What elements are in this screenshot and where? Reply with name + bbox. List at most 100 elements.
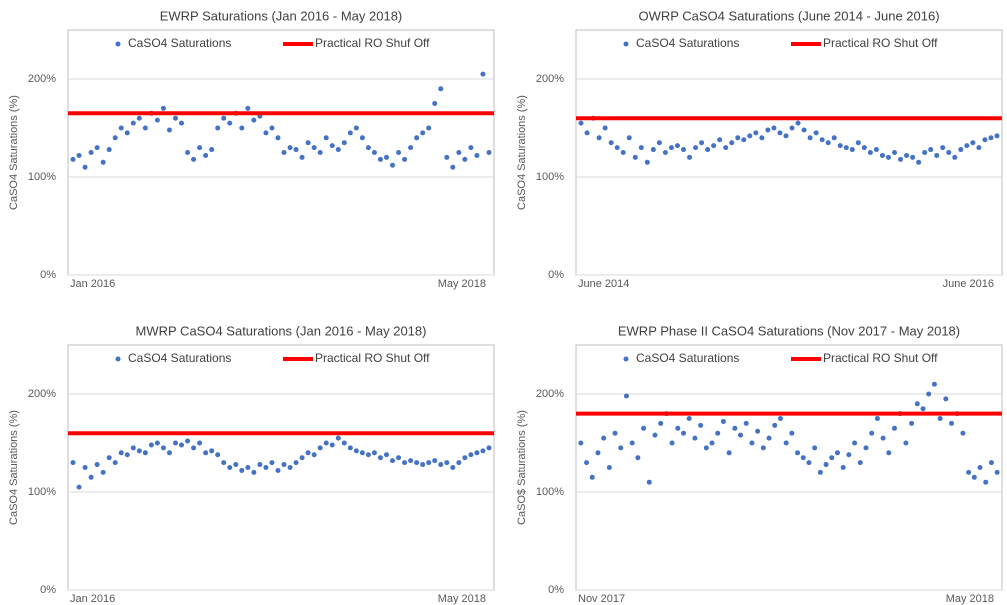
data-point bbox=[173, 440, 178, 446]
data-point bbox=[983, 479, 989, 485]
data-point bbox=[715, 430, 721, 436]
data-point bbox=[934, 152, 940, 158]
data-point bbox=[960, 430, 966, 436]
data-point bbox=[681, 430, 686, 436]
data-point bbox=[76, 152, 82, 158]
data-point bbox=[711, 143, 717, 149]
data-point bbox=[937, 416, 943, 421]
data-point bbox=[970, 140, 976, 146]
data-point bbox=[823, 462, 829, 468]
data-point bbox=[813, 130, 819, 136]
data-point bbox=[743, 420, 749, 426]
y-axis-label: CaSO4 Saturations (%) bbox=[8, 95, 20, 210]
data-point bbox=[753, 130, 759, 136]
data-point bbox=[812, 445, 818, 451]
data-point bbox=[693, 145, 699, 151]
data-point bbox=[456, 460, 462, 466]
data-point bbox=[179, 442, 185, 448]
data-point bbox=[916, 159, 922, 165]
data-point bbox=[578, 440, 584, 446]
data-point bbox=[432, 458, 438, 464]
data-point bbox=[765, 127, 771, 133]
x-tick-label: Jan 2016 bbox=[70, 278, 115, 290]
data-point bbox=[904, 152, 910, 158]
data-point bbox=[994, 133, 1000, 139]
data-point bbox=[735, 135, 741, 141]
data-point bbox=[130, 120, 136, 126]
data-point bbox=[480, 448, 486, 454]
data-point bbox=[766, 435, 772, 441]
data-point bbox=[964, 143, 970, 149]
data-point bbox=[311, 452, 317, 458]
data-point bbox=[943, 396, 949, 402]
data-point bbox=[88, 150, 94, 155]
legend-swatch bbox=[115, 41, 121, 47]
data-point bbox=[831, 135, 837, 141]
data-point bbox=[869, 430, 875, 436]
data-point bbox=[239, 125, 245, 131]
data-point bbox=[191, 156, 197, 162]
data-point bbox=[185, 438, 191, 444]
data-point bbox=[106, 147, 112, 153]
data-point bbox=[909, 420, 915, 426]
y-tick-label: 100% bbox=[28, 486, 56, 498]
data-point bbox=[281, 150, 287, 155]
data-point bbox=[329, 143, 335, 149]
y-tick-label: 200% bbox=[28, 388, 56, 400]
data-point bbox=[474, 450, 480, 456]
data-point bbox=[450, 164, 456, 170]
data-point bbox=[275, 135, 281, 141]
x-tick-label: Nov 2017 bbox=[578, 593, 625, 605]
data-point bbox=[396, 455, 402, 461]
data-point bbox=[371, 150, 377, 155]
data-point bbox=[952, 154, 958, 160]
data-point bbox=[347, 445, 353, 451]
data-point bbox=[910, 154, 916, 160]
data-point bbox=[166, 127, 172, 133]
data-point bbox=[323, 135, 329, 141]
data-point bbox=[977, 465, 983, 470]
data-point bbox=[846, 452, 852, 458]
data-point bbox=[732, 425, 738, 431]
data-point bbox=[898, 156, 904, 162]
y-tick-label: 0% bbox=[40, 269, 56, 281]
data-point bbox=[958, 147, 964, 153]
data-point bbox=[136, 448, 142, 454]
data-point bbox=[414, 135, 420, 141]
data-point bbox=[396, 150, 402, 155]
data-point bbox=[329, 442, 335, 448]
data-point bbox=[760, 445, 766, 451]
data-point bbox=[221, 460, 227, 466]
data-point bbox=[903, 440, 909, 446]
data-point bbox=[741, 137, 747, 143]
data-point bbox=[675, 425, 681, 431]
data-point bbox=[203, 450, 209, 456]
data-point bbox=[584, 130, 590, 136]
data-point bbox=[365, 145, 371, 151]
data-point bbox=[880, 435, 886, 441]
data-point bbox=[749, 440, 755, 446]
data-point bbox=[674, 143, 680, 149]
data-point bbox=[359, 450, 365, 456]
data-point bbox=[269, 460, 275, 466]
y-tick-label: 0% bbox=[40, 584, 56, 596]
data-point bbox=[420, 130, 426, 136]
data-point bbox=[717, 137, 723, 143]
data-point bbox=[692, 435, 698, 441]
data-point bbox=[789, 125, 795, 131]
y-tick-label: 100% bbox=[28, 171, 56, 183]
data-point bbox=[971, 474, 977, 480]
data-point bbox=[940, 145, 946, 151]
data-point bbox=[852, 440, 858, 446]
plot-area bbox=[67, 344, 495, 591]
data-point bbox=[444, 460, 450, 466]
data-point bbox=[191, 445, 197, 451]
data-point bbox=[837, 143, 843, 149]
data-point bbox=[438, 86, 444, 92]
data-point bbox=[806, 460, 812, 466]
data-point bbox=[94, 462, 100, 468]
data-point bbox=[347, 130, 353, 136]
data-point bbox=[789, 430, 795, 436]
data-point bbox=[456, 150, 462, 155]
